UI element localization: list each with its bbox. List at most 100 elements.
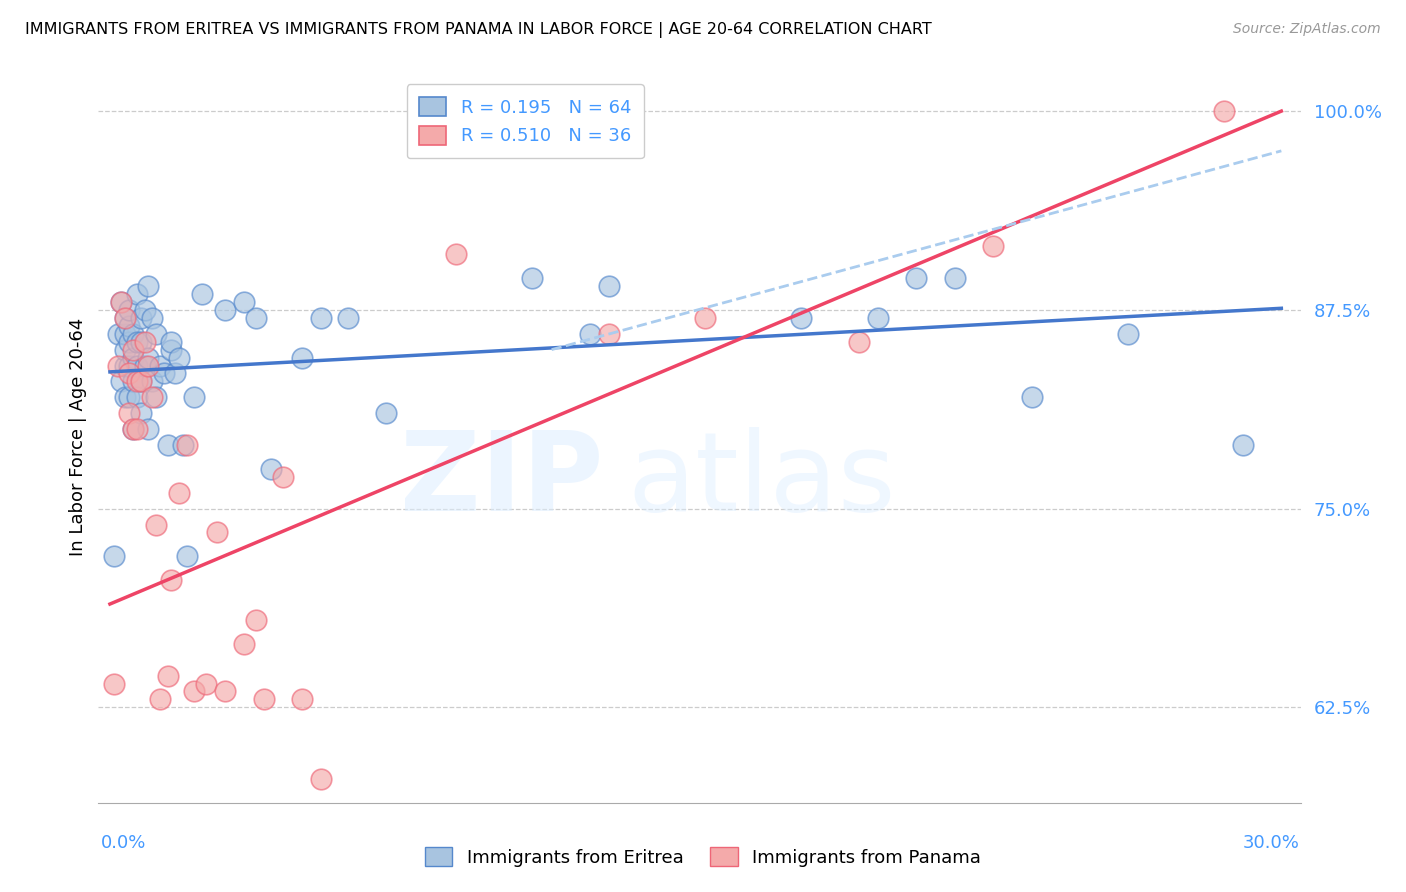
Point [145,326,167,341]
Point [107,326,129,341]
Point [125,390,148,404]
Point [444,247,467,261]
Point [172,438,194,452]
Point [145,390,167,404]
Point [252,692,274,706]
Point [129,375,152,389]
Point [141,310,163,325]
Point [134,334,156,349]
Point [848,334,870,349]
Point [129,334,152,349]
Text: 0.0%: 0.0% [101,834,146,852]
Point [260,462,283,476]
Point [375,406,398,420]
Point [160,343,183,357]
Point [522,271,544,285]
Point [114,310,136,325]
Point [245,310,267,325]
Point [214,684,236,698]
Point [118,367,141,381]
Point [943,271,966,285]
Point [118,318,141,333]
Point [141,375,163,389]
Point [138,359,160,373]
Point [122,343,145,357]
Point [214,302,236,317]
Point [129,375,152,389]
Point [165,367,187,381]
Point [156,438,179,452]
Point [114,390,136,404]
Point [149,359,172,373]
Point [125,287,148,301]
Point [156,668,179,682]
Point [118,359,141,373]
Point [167,485,190,500]
Point [107,359,129,373]
Point [291,351,314,365]
Point [309,310,332,325]
Point [129,406,152,420]
Point [191,287,214,301]
Point [160,573,183,587]
Point [1116,326,1139,341]
Point [291,692,314,706]
Point [122,326,145,341]
Point [233,637,256,651]
Point [695,310,717,325]
Point [233,294,256,309]
Point [145,517,167,532]
Point [981,239,1004,253]
Point [122,422,145,436]
Point [118,302,141,317]
Point [129,310,152,325]
Point [138,422,160,436]
Point [125,359,148,373]
Point [183,684,205,698]
Point [245,613,267,627]
Point [309,772,332,786]
Point [118,334,141,349]
Text: atlas: atlas [627,427,896,534]
Point [118,406,141,420]
Point [183,390,205,404]
Point [122,375,145,389]
Point [207,525,229,540]
Point [114,359,136,373]
Point [125,334,148,349]
Point [579,326,602,341]
Point [110,294,132,309]
Point [598,326,620,341]
Point [905,271,928,285]
Point [149,692,172,706]
Legend: Immigrants from Eritrea, Immigrants from Panama: Immigrants from Eritrea, Immigrants from… [418,840,988,874]
Point [337,310,360,325]
Text: 30.0%: 30.0% [1243,834,1299,852]
Point [134,359,156,373]
Point [790,310,813,325]
Y-axis label: In Labor Force | Age 20-64: In Labor Force | Age 20-64 [69,318,87,557]
Point [1232,438,1254,452]
Point [103,549,125,564]
Legend: R = 0.195   N = 64, R = 0.510   N = 36: R = 0.195 N = 64, R = 0.510 N = 36 [406,84,644,158]
Point [122,422,145,436]
Point [103,676,125,690]
Point [194,676,217,690]
Point [176,438,198,452]
Point [118,390,141,404]
Point [114,343,136,357]
Point [138,279,160,293]
Point [1212,104,1234,119]
Point [868,310,890,325]
Point [110,294,132,309]
Point [271,470,294,484]
Point [138,351,160,365]
Point [114,310,136,325]
Point [114,326,136,341]
Text: IMMIGRANTS FROM ERITREA VS IMMIGRANTS FROM PANAMA IN LABOR FORCE | AGE 20-64 COR: IMMIGRANTS FROM ERITREA VS IMMIGRANTS FR… [25,22,932,38]
Text: Source: ZipAtlas.com: Source: ZipAtlas.com [1233,22,1381,37]
Point [141,390,163,404]
Point [598,279,620,293]
Point [176,549,198,564]
Text: ZIP: ZIP [399,427,603,534]
